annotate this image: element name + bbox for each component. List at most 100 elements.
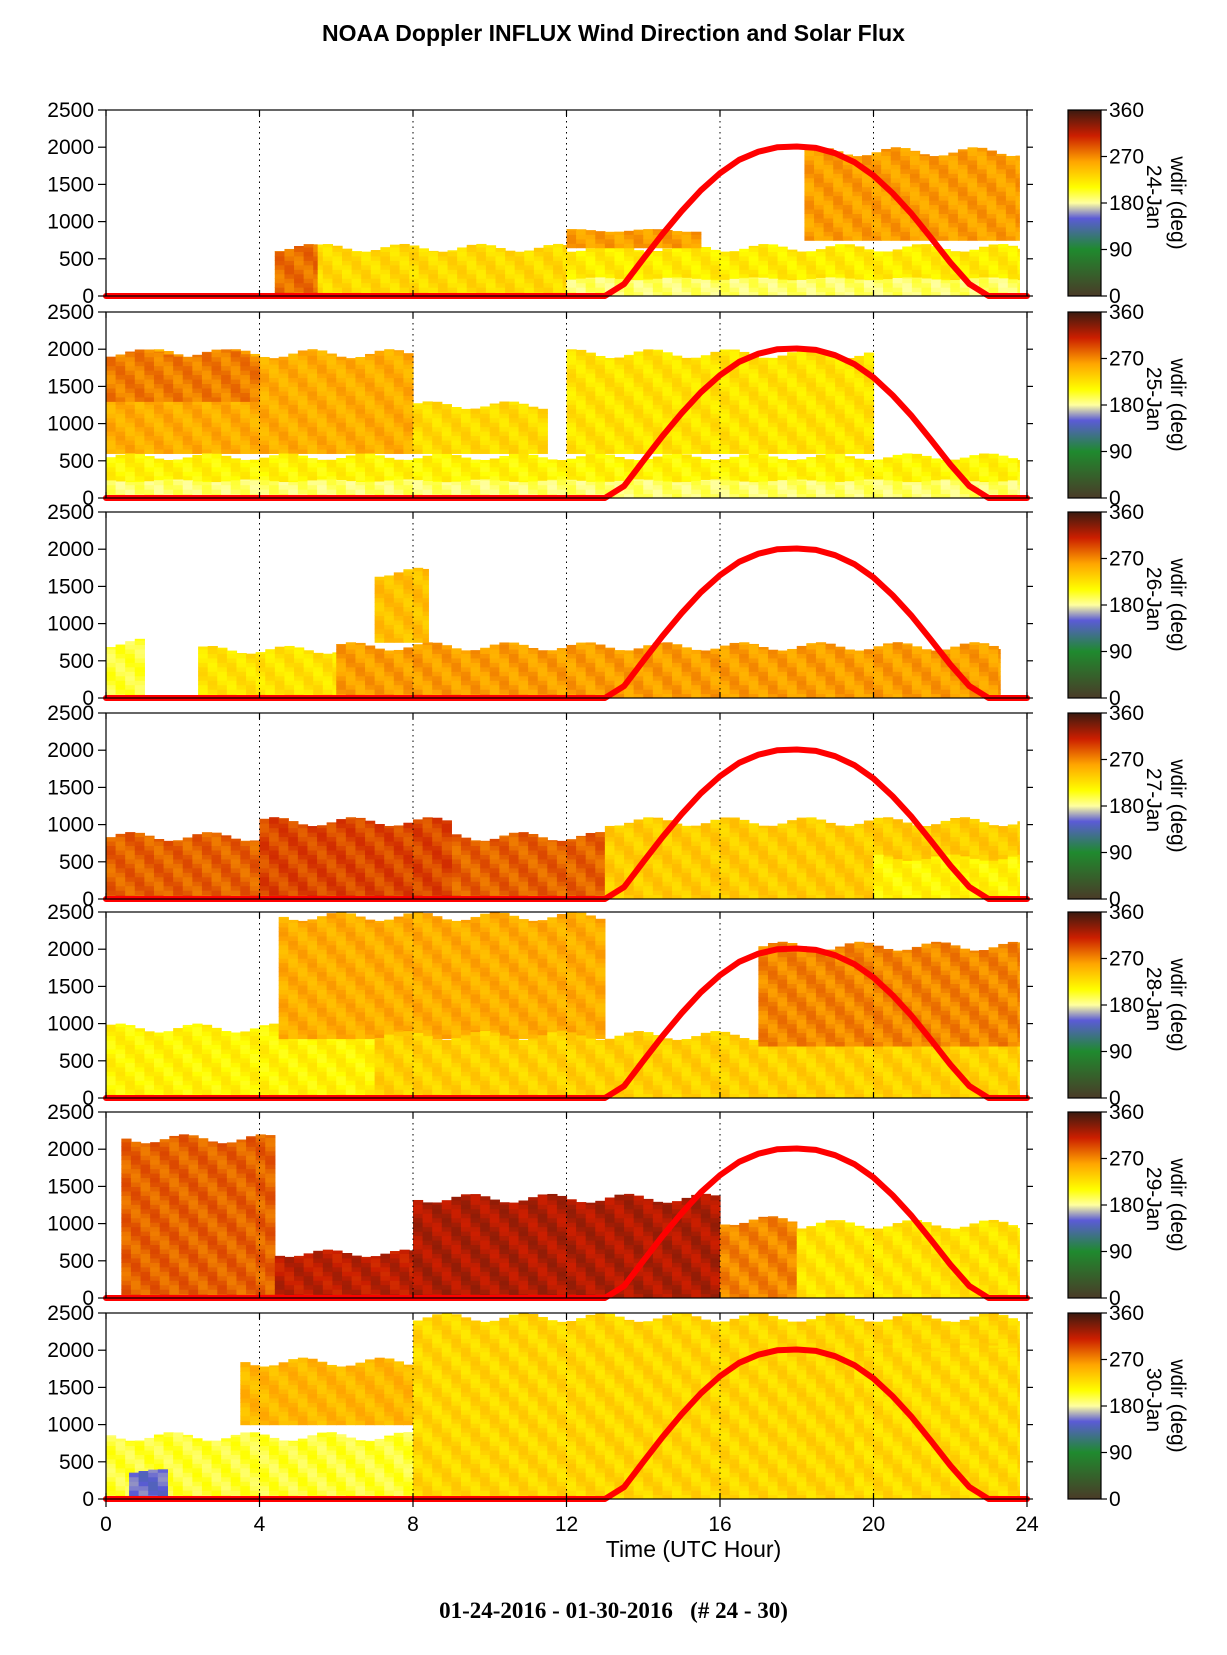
wdir-cell [518, 453, 529, 459]
wdir-cell [624, 377, 635, 383]
wdir-cell [499, 401, 510, 405]
wdir-cell [106, 657, 117, 663]
wdir-cell [201, 352, 213, 358]
wdir-cell [825, 390, 836, 396]
wdir-cell [380, 269, 391, 275]
wdir-cell [967, 164, 978, 170]
wdir-cell [182, 361, 193, 367]
wdir-cell [938, 200, 949, 206]
wdir-cell [1007, 260, 1019, 266]
wdir-cell [144, 475, 155, 481]
wdir-cell [326, 364, 337, 370]
wdir-cell [595, 243, 606, 249]
wdir-cell [758, 489, 769, 495]
wdir-cell [921, 484, 932, 490]
wdir-cell [844, 368, 855, 374]
wdir-cell [585, 454, 596, 459]
wdir-cell [566, 381, 577, 387]
wdir-cell [815, 439, 827, 446]
wdir-cell [902, 251, 913, 257]
wdir-cell [163, 399, 174, 405]
wdir-cell [537, 413, 548, 419]
wdir-cell [748, 278, 759, 284]
wdir-cell [835, 251, 846, 257]
wdir-cell [643, 364, 654, 370]
wdir-cell [921, 481, 932, 486]
wdir-cell [1015, 195, 1020, 201]
wdir-cell [144, 392, 155, 398]
wdir-cell [748, 444, 759, 450]
wdir-cell [326, 466, 337, 472]
wdir-cell [900, 186, 911, 192]
wdir-cell [269, 484, 280, 490]
wdir-cell [931, 251, 942, 257]
wdir-cell [249, 466, 261, 472]
wdir-cell [182, 408, 193, 414]
wdir-cell [585, 481, 596, 486]
wdir-cell [950, 260, 961, 266]
wdir-cell [389, 251, 401, 257]
wdir-cell [115, 662, 126, 668]
wdir-cell [929, 159, 940, 165]
wdir-cell [384, 368, 395, 374]
wdir-cell [1005, 208, 1017, 215]
wdir-cell [585, 255, 596, 261]
wdir-cell [643, 484, 654, 490]
wdir-cell [294, 278, 305, 284]
wdir-cell [198, 666, 209, 672]
wdir-cell [748, 457, 759, 463]
wdir-cell [380, 273, 391, 279]
wdir-cell [957, 195, 969, 201]
wdir-cell [566, 475, 577, 481]
wdir-cell [959, 269, 971, 275]
wdir-cell [460, 444, 472, 450]
wdir-cell [758, 287, 769, 293]
wdir-cell [556, 479, 568, 481]
wdir-cell [441, 422, 452, 428]
wdir-cell [967, 208, 978, 215]
wdir-cell [230, 351, 241, 353]
y-tick-label: 1000 [47, 211, 94, 234]
wdir-cell [691, 417, 702, 423]
wdir-cell [543, 287, 554, 293]
wdir-cell [505, 260, 516, 266]
wdir-cell [134, 457, 145, 463]
wdir-cell [633, 460, 644, 463]
wdir-cell [576, 404, 587, 410]
wdir-cell [106, 361, 117, 367]
wdir-cell [814, 164, 825, 170]
wdir-cell [211, 422, 222, 428]
wdir-cell [288, 368, 299, 374]
wdir-cell [652, 404, 664, 410]
wdir-cell [814, 186, 825, 192]
wdir-cell [890, 159, 901, 165]
wdir-cell [815, 355, 827, 361]
wdir-cell [806, 395, 817, 401]
wdir-cell [815, 364, 827, 370]
wdir-cell [662, 278, 673, 284]
wdir-cell [700, 459, 712, 463]
wdir-cell [854, 413, 865, 419]
wdir-cell [919, 177, 930, 183]
wdir-cell [662, 422, 673, 428]
wdir-cell [806, 386, 817, 392]
wdir-cell [902, 282, 913, 288]
wdir-cell [345, 462, 357, 468]
wdir-cell [365, 431, 376, 437]
wdir-cell [909, 204, 921, 210]
wdir-cell [652, 448, 664, 454]
wdir-cell [342, 255, 353, 261]
wdir-cell [259, 431, 270, 437]
wdir-cell [691, 413, 702, 419]
wdir-cell [365, 422, 376, 428]
wdir-cell [528, 422, 539, 428]
wdir-cell [355, 435, 366, 441]
wdir-cell [115, 356, 126, 362]
wdir-cell [672, 277, 683, 279]
wdir-cell [835, 466, 846, 472]
wdir-cell [489, 439, 500, 446]
wdir-cell [854, 422, 865, 428]
wdir-cell [700, 251, 712, 257]
wdir-cell [863, 359, 875, 365]
wdir-cell [288, 353, 299, 356]
